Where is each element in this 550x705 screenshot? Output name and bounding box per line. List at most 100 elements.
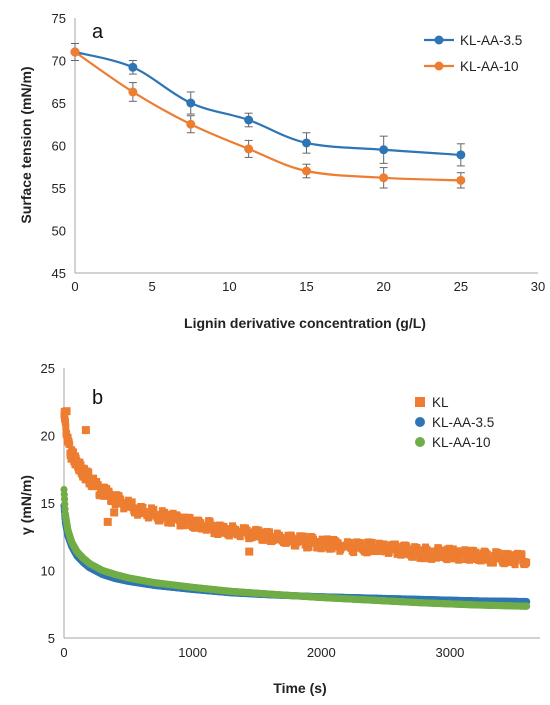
panel-b-data-point (329, 543, 337, 551)
panel-b-data-point (180, 522, 188, 530)
panel-b-data-point (403, 543, 411, 551)
panel-a-y-axis-label: Surface tension (mN/m) (18, 66, 34, 223)
panel-b-data-point (398, 551, 406, 559)
panel-b-data-point (512, 556, 520, 564)
panel-b-data-point (64, 434, 72, 442)
panel-b-data-point (461, 546, 469, 554)
panel-b-legend-marker (415, 417, 425, 427)
panel-b-outlier-point (245, 547, 254, 556)
panel-a-data-point (456, 175, 466, 185)
panel-b-data-point (432, 551, 440, 559)
panel-b-data-point (317, 545, 325, 553)
panel-b-data-point (220, 523, 228, 531)
panel-a-x-tick-label: 20 (376, 279, 390, 294)
panel-b-data-point (364, 548, 372, 556)
panel-b-data-point (357, 539, 365, 547)
panel-b-data-point (266, 528, 274, 536)
panel-a-y-tick-label: 45 (52, 266, 66, 281)
panel-b-letter: b (92, 387, 103, 409)
panel-b-data-point (312, 538, 320, 546)
panel-b-y-tick-label: 5 (48, 631, 55, 646)
panel-a-data (70, 43, 466, 189)
panel-b-data-point (334, 539, 342, 547)
panel-b-legend-label: KL (432, 395, 449, 410)
panel-a-letter: a (92, 21, 104, 43)
panel-a-y-tick-label: 70 (52, 54, 66, 69)
panel-b-data-point (249, 533, 257, 541)
panel-b-x-tick-label: 3000 (435, 645, 464, 660)
panel-a-axes: 0 5 10 15 20 25 30 45 50 55 60 65 70 75 (52, 11, 546, 294)
panel-b-data-point (139, 503, 147, 511)
panel-b-x-axis-label: Time (s) (273, 680, 326, 696)
panel-b-data-point (128, 498, 136, 506)
panel-b-data-point (454, 553, 462, 561)
panel-b-y-axis-label: γ (mN/m) (18, 475, 34, 535)
panel-b-data-point (150, 505, 158, 513)
panel-a-x-tick-label: 10 (222, 279, 236, 294)
panel-b-data-point (511, 561, 519, 569)
panel-a-legend-label: KL-AA-3.5 (460, 33, 522, 48)
panel-b-data-point (215, 529, 223, 537)
panel-b-data-point (380, 540, 388, 548)
panel-a-x-tick-label: 15 (299, 279, 313, 294)
panel-a-data-point (379, 145, 389, 155)
panel-b-data-point (523, 558, 531, 566)
panel-b-data-point (94, 481, 102, 489)
panel-a-y-tick-label: 75 (52, 11, 66, 26)
panel-b-data-point (426, 547, 434, 555)
panel-b-data-point (322, 540, 330, 548)
panel-b-y-tick-label: 10 (41, 564, 55, 579)
panel-b-data-point (66, 441, 74, 449)
panel-a-data-point (186, 98, 196, 108)
panel-b-data-point (236, 533, 244, 541)
panel-a-y-tick-label: 50 (52, 224, 66, 239)
panel-b-axes: 0 1000 2000 3000 5 10 15 20 25 (41, 361, 540, 660)
panel-b-data-point (409, 553, 417, 561)
panel-b-legend-marker (415, 397, 425, 407)
panel-a-x-tick-label: 0 (71, 279, 78, 294)
panel-b-data-point (501, 558, 509, 566)
panel-b-x-tick-label: 0 (60, 645, 67, 660)
panel-b-data-point (117, 495, 125, 503)
panel-b-y-tick-label: 20 (41, 429, 55, 444)
panel-b-data-point (243, 526, 251, 534)
panel-b-data-point (302, 538, 310, 546)
panel-b-data-point (420, 555, 428, 563)
panel-a-chart: a Lignin derivative concentration (g/L) … (18, 11, 545, 331)
panel-b-data-point (134, 509, 142, 517)
panel-b-data-point (489, 559, 497, 567)
panel-b-data-point (449, 545, 457, 553)
panel-b-data-point (483, 550, 491, 558)
panel-b-legend-marker (415, 437, 425, 447)
panel-b-data-point (346, 539, 354, 547)
panel-a-data-point (302, 166, 311, 176)
panel-b-data-point (191, 523, 199, 531)
panel-a-legend-label: KL-AA-10 (460, 59, 519, 74)
panel-a-data-point (244, 115, 254, 125)
panel-b-data-point (323, 535, 331, 543)
panel-b-outlier-point (62, 407, 71, 416)
panel-b-data-point (438, 546, 446, 554)
panel-a-data-point (128, 62, 138, 72)
panel-a-data-point (379, 173, 389, 183)
panel-b-data-point (350, 549, 358, 557)
panel-b-data-point (62, 423, 70, 431)
panel-b-data-point (432, 554, 440, 562)
panel-a-data-point (70, 47, 80, 57)
panel-a-legend-marker (434, 61, 444, 71)
panel-b-data-point (392, 543, 400, 551)
panel-b-data-point (85, 468, 93, 476)
panel-a-data-point (186, 119, 196, 129)
panel-a-x-tick-label: 5 (149, 279, 156, 294)
panel-b-data-point (88, 483, 96, 491)
panel-a-data-point (302, 138, 311, 148)
panel-b-outlier-point (103, 517, 112, 526)
panel-b-data-point (186, 514, 194, 522)
panel-b-data-point (523, 602, 531, 610)
panel-b-data-point (506, 551, 514, 559)
panel-b-data-point (317, 541, 325, 549)
panel-b-data-point (305, 544, 313, 552)
panel-b-data-point (300, 532, 308, 540)
panel-a-x-tick-label: 25 (454, 279, 468, 294)
panel-b-legend-label: KL-AA-3.5 (432, 415, 494, 430)
